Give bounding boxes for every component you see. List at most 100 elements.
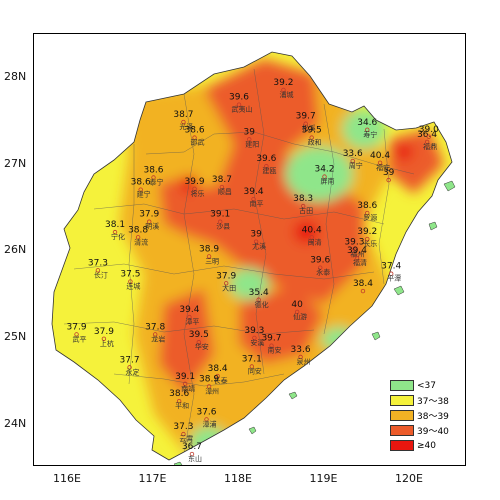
station-point — [151, 175, 156, 180]
station-point — [300, 203, 306, 209]
legend-label: ≥40 — [417, 440, 436, 451]
legend-swatch — [390, 380, 414, 391]
station-value: 39.4 — [179, 305, 199, 315]
station-point — [182, 381, 188, 387]
station-value: 37.9 — [139, 210, 159, 220]
station-value: 39.2 — [357, 227, 377, 237]
legend: <37 37～38 38～39 39～40 ≥40 — [390, 378, 454, 453]
station-value: 36.7 — [182, 442, 202, 452]
station-point — [365, 210, 370, 216]
legend-swatch — [390, 410, 414, 421]
station-value: 37.4 — [381, 262, 401, 272]
station-name: 泉州 — [297, 357, 311, 366]
station-value: 37.3 — [173, 422, 193, 432]
station-value: 38.6 — [143, 166, 163, 176]
station-value: 38.7 — [173, 110, 193, 120]
station-value: 39.6 — [229, 93, 249, 103]
station-name: 上杭 — [100, 339, 114, 348]
station-value: 38.8 — [128, 225, 148, 235]
station-name: 建瓯 — [262, 166, 276, 175]
station-point — [128, 279, 133, 284]
station-name: 同安 — [248, 367, 262, 376]
station-point — [281, 87, 286, 93]
station-name: 安溪 — [250, 338, 264, 347]
station-point — [181, 119, 186, 125]
station-value: 38.6 — [185, 126, 205, 136]
station-point — [153, 332, 158, 337]
region-lt37-pingnan — [285, 146, 353, 202]
station-point — [253, 239, 259, 244]
station-point — [318, 265, 323, 270]
map-canvas: 39.6武夷山39.2浦城38.7光泽38.6邵武39建阳39.7松溪39.5政… — [51, 51, 456, 465]
station-name: 浦城 — [279, 90, 293, 99]
station-point — [138, 187, 143, 192]
station-point — [365, 127, 370, 133]
station-point — [247, 137, 252, 142]
station-name: 福鼎 — [423, 142, 437, 151]
station-name: 罗源 — [363, 213, 377, 222]
station-point — [251, 196, 256, 202]
station-name: 漳浦 — [203, 419, 217, 428]
station-name: 武夷山 — [232, 105, 253, 114]
legend-label: 37～38 — [417, 397, 449, 407]
station-value: 39.5 — [189, 330, 209, 340]
station-value: 40.4 — [370, 151, 390, 161]
y-tick-label: 28N — [4, 70, 27, 83]
y-tick-label: 26N — [4, 243, 27, 257]
station-name: 武平 — [73, 334, 87, 343]
station-value: 37.3 — [88, 258, 108, 268]
station-value: 39.7 — [261, 334, 281, 344]
station-point — [219, 184, 225, 190]
station-value: 37.5 — [120, 270, 140, 280]
station-name: 德化 — [255, 300, 269, 309]
station-name: 宁化 — [111, 232, 125, 241]
station-name: 屏南 — [321, 177, 335, 186]
x-tick-label: 118E — [224, 472, 252, 485]
station-value: 34.2 — [314, 165, 334, 175]
x-tick-label: 116E — [53, 472, 81, 485]
station-point — [101, 336, 107, 341]
station-point — [256, 297, 261, 302]
station-value: 35.4 — [249, 288, 269, 298]
station-value: 39.0 — [419, 125, 439, 135]
station-value: 38.7 — [212, 175, 232, 185]
station-name: 南安 — [267, 346, 281, 355]
station-value: 38.3 — [293, 194, 313, 204]
station-name: 大田 — [222, 283, 236, 292]
region-lt37-dehua — [229, 268, 269, 300]
map-frame: 39.6 武夷山 39.2 浦城 38.7 光泽 38.6 邵武 39 建阳 39.7 松溪 39.5 政… — [33, 33, 466, 466]
station-point — [217, 219, 223, 224]
legend-label: <37 — [417, 380, 436, 391]
station-point — [181, 431, 186, 437]
station-value: 39.7 — [296, 112, 316, 122]
station-value: 39.4 — [347, 246, 367, 256]
station-point — [147, 219, 152, 224]
x-tick-label: 117E — [138, 472, 167, 485]
station-value: 39.3 — [244, 326, 264, 336]
station-name: 仙游 — [293, 312, 307, 321]
station-name: 泰宁 — [150, 178, 164, 187]
station-name: 南平 — [250, 199, 264, 208]
station-point — [303, 121, 308, 126]
county-boundaries — [63, 68, 415, 455]
x-tick-label: 119E — [309, 472, 338, 485]
station-point — [223, 281, 229, 286]
station-markers: 39.6武夷山39.2浦城38.7光泽38.6邵武39建阳39.7松溪39.5政… — [67, 78, 440, 463]
station-value: 37.9 — [94, 327, 114, 337]
station-point — [377, 160, 383, 165]
station-point — [206, 384, 212, 389]
station-name: 长汀 — [94, 270, 108, 279]
station-point — [388, 271, 394, 276]
province-outline — [51, 51, 453, 461]
station-name: 福安 — [376, 163, 390, 172]
station-value: 40 — [291, 300, 303, 310]
station-name: 平和 — [175, 401, 189, 410]
station-name: 松溪 — [302, 124, 316, 133]
station-value: 37.9 — [216, 271, 236, 281]
station-name: 福州 — [350, 249, 364, 258]
station-name: 长乐 — [363, 239, 377, 248]
station-point — [196, 340, 202, 345]
region-ge40-fuan — [395, 144, 413, 160]
station-name: 明溪 — [145, 222, 159, 231]
station-value: 36.4 — [417, 130, 437, 140]
